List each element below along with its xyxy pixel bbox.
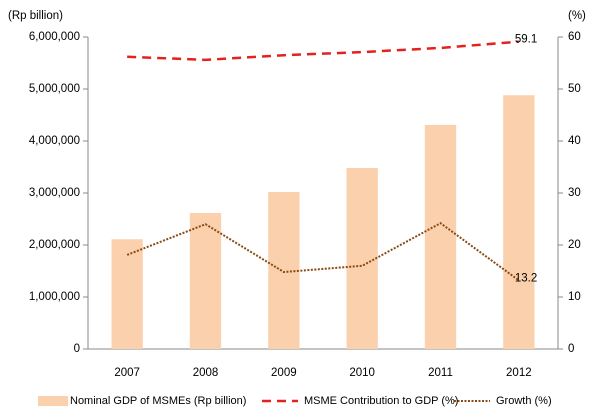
y-axis-label: (Rp billion) (8, 10, 63, 22)
y-tick-label: 4,000,000 (29, 135, 80, 147)
y2-tick-label: 20 (568, 239, 581, 251)
y2-tick-label: 40 (568, 135, 581, 147)
data-label: 13.2 (515, 272, 537, 284)
bar (111, 239, 143, 349)
y-tick-label: 6,000,000 (29, 31, 80, 43)
bar (503, 95, 535, 350)
bar (346, 168, 378, 349)
y2-tick-label: 10 (568, 291, 581, 303)
y2-tick-label: 30 (568, 187, 581, 199)
x-tick-label: 2008 (193, 367, 219, 379)
y2-tick-label: 60 (568, 31, 581, 43)
x-tick-label: 2011 (428, 367, 453, 379)
y-tick-label: 3,000,000 (29, 187, 80, 199)
legend-label: Growth (%) (496, 395, 552, 407)
data-label: 59.1 (515, 34, 537, 46)
y2-axis-label: (%) (568, 10, 586, 22)
x-tick-label: 2007 (114, 367, 140, 379)
legend-swatch (38, 396, 68, 406)
bar (424, 124, 457, 349)
legend-label: Nominal GDP of MSMEs (Rp billion) (70, 395, 246, 407)
bar (189, 213, 222, 349)
y-tick-label: 2,000,000 (29, 239, 80, 251)
line (126, 221, 520, 282)
y2-tick-label: 50 (568, 83, 581, 95)
x-tick-label: 2010 (349, 367, 375, 379)
x-tick-label: 2009 (271, 367, 297, 379)
y-tick-label: 1,000,000 (29, 291, 80, 303)
y2-tick-label: 0 (568, 343, 574, 355)
y-tick-label: 0 (74, 343, 80, 355)
x-tick-label: 2012 (506, 367, 532, 379)
line (127, 40, 519, 62)
y-tick-label: 5,000,000 (29, 83, 80, 95)
legend-label: MSME Contribution to GDP (%) (304, 395, 458, 407)
